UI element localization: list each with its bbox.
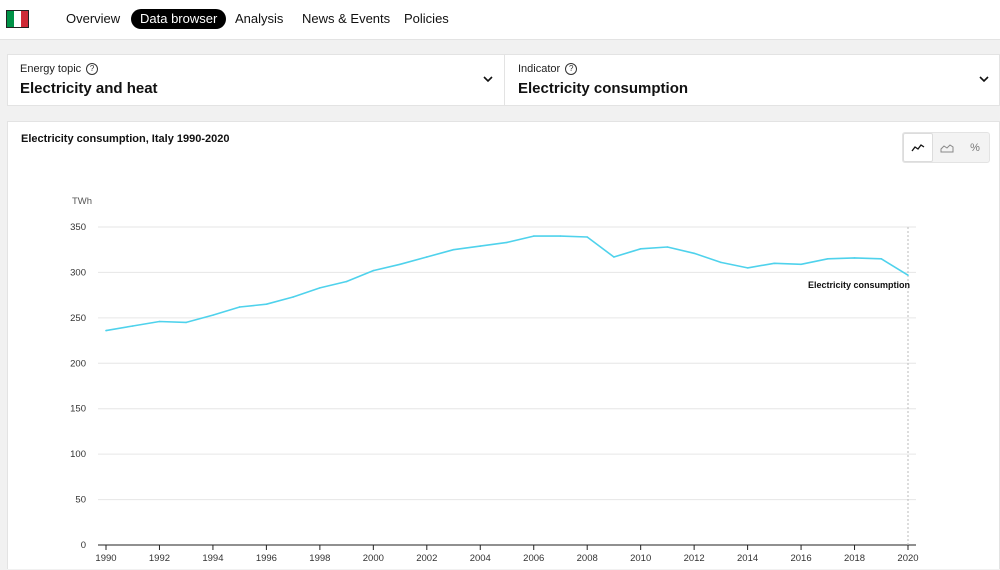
data-point [426,256,428,258]
data-point [265,303,268,306]
data-point [158,320,161,323]
x-tick-label: 2000 [363,553,384,564]
data-point [639,248,642,250]
x-tick-label: 2012 [684,553,705,564]
data-point [827,258,829,260]
data-point [693,252,695,255]
x-tick-label: 1992 [149,553,170,564]
help-icon[interactable]: ? [86,63,99,75]
data-point [666,246,669,248]
energy-topic-value: Electricity and heat [20,80,158,97]
data-point [345,280,348,283]
y-tick-label: 300 [70,267,86,278]
flag-stripe-red [21,11,28,27]
data-point [800,263,802,266]
indicator-label: Indicator [518,63,561,75]
y-tick-label: 50 [75,495,86,506]
data-point [185,321,187,324]
nav-data-browser[interactable]: Data browser [131,9,227,29]
indicator-dropdown[interactable]: Indicator ? Electricity consumption [506,55,1000,105]
indicator-value: Electricity consumption [518,80,689,97]
data-point [586,236,588,238]
data-point [452,248,455,251]
x-tick-label: 2002 [416,553,437,564]
x-tick-label: 2018 [844,553,865,564]
nav-policies[interactable]: Policies [404,11,449,26]
nav-overview[interactable]: Overview [66,11,121,26]
data-point [746,267,749,269]
data-point [399,263,401,266]
series-label: Electricity consumption [808,280,910,290]
y-tick-label: 350 [70,222,86,233]
x-tick-label: 1996 [256,553,277,564]
x-tick-label: 2016 [790,553,811,564]
x-tick-label: 2008 [577,553,598,564]
x-tick-label: 2014 [737,553,758,564]
chevron-down-icon [979,76,989,83]
x-tick-label: 2004 [470,553,491,564]
indicator-label-row: Indicator ? [518,63,578,75]
data-point [238,306,241,308]
data-point [506,241,508,244]
line-chart: 0 50 100 150 200 250 300 350 TWh 1990 1992 1994 1996… [70,196,918,564]
chart-view-toggle: % [902,132,990,163]
percent-icon: % [970,141,980,154]
data-point [907,274,909,276]
top-nav: Overview Data browser Analysis News & Ev… [0,0,1000,40]
flag-stripe-white [14,11,21,27]
data-point [853,257,856,259]
energy-topic-label-row: Energy topic ? [20,63,99,75]
y-axis-unit: TWh [72,196,92,207]
nav-analysis[interactable]: Analysis [235,11,284,26]
x-tick-label: 1998 [309,553,330,564]
help-icon[interactable]: ? [565,63,578,75]
nav-news-events[interactable]: News & Events [302,11,391,26]
energy-topic-dropdown[interactable]: Energy topic ? Electricity and heat [8,55,505,105]
flag-stripe-green [7,11,14,27]
data-point [880,258,883,260]
area-chart-icon [940,143,954,152]
y-tick-label: 200 [70,358,86,369]
line-chart-icon [911,143,925,151]
data-point [720,261,722,264]
data-point [212,314,214,316]
italy-flag-icon[interactable] [6,10,29,28]
y-tick-label: 0 [81,540,86,551]
y-tick-label: 100 [70,449,86,460]
data-point [613,256,615,258]
data-point [319,287,321,289]
data-point [773,262,776,265]
area-view-toggle[interactable] [933,133,961,162]
series-line-electricity-consumption [105,235,909,332]
data-point [131,325,134,327]
percent-view-toggle[interactable]: % [961,133,989,162]
x-tick-label: 2006 [523,553,544,564]
y-tick-label: 150 [70,404,86,415]
data-point [372,269,375,272]
x-tick-label: 1994 [202,553,223,564]
data-point [532,235,535,237]
energy-topic-label: Energy topic [20,63,82,75]
selector-bar: Energy topic ? Electricity and heat Indi… [7,54,1000,106]
data-point [559,235,562,237]
chart-title: Electricity consumption, Italy 1990-2020 [21,133,230,145]
line-view-toggle[interactable] [903,133,933,162]
data-point [105,329,107,332]
x-tick-label: 1990 [95,553,116,564]
data-point [479,245,482,247]
chevron-down-icon [483,76,493,83]
x-tick-label: 2020 [897,553,918,564]
y-tick-label: 250 [70,313,86,324]
chart-card: Electricity consumption, Italy 1990-2020… [7,121,1000,569]
x-tick-label: 2010 [630,553,651,564]
data-point [292,296,294,298]
